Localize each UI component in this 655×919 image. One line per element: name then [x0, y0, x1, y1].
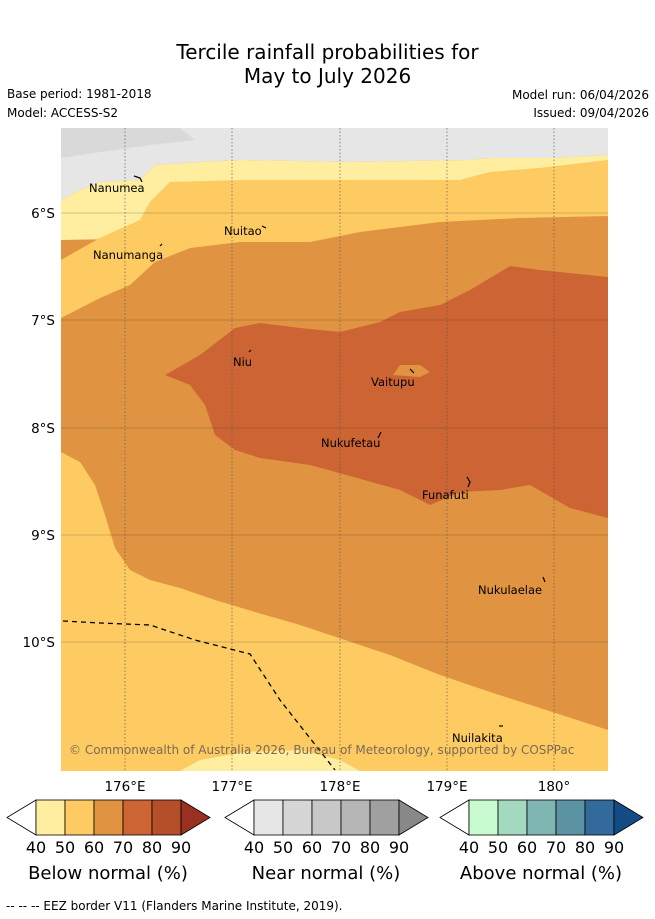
island-funafuti: [466, 476, 471, 488]
above-extend-high: [613, 799, 644, 836]
label-niu: Niu: [233, 355, 252, 369]
below-tick-label: 70: [113, 838, 133, 857]
label-nanumea: Nanumea: [89, 181, 145, 195]
parallels: [61, 212, 608, 643]
near-swatch: [253, 799, 284, 836]
latitude-labels: 6°S 7°S 8°S 9°S 10°S: [23, 206, 56, 651]
label-nukulaelae: Nukulaelae: [478, 583, 542, 597]
chart-title: Tercile rainfall probabilities for May t…: [0, 40, 655, 88]
above-extend-low: [439, 799, 470, 836]
below-swatch: [64, 799, 95, 836]
below-tick-label: 60: [84, 838, 104, 857]
label-nukufetau: Nukufetau: [321, 436, 380, 450]
island-nanumea: [133, 175, 143, 183]
island-niu: [248, 349, 252, 353]
eez-border: [62, 620, 336, 771]
below-tick-label: 50: [55, 838, 75, 857]
label-funafuti: Funafuti: [422, 488, 469, 502]
lat-label-6s: 6°S: [31, 206, 55, 222]
probability-field: [61, 128, 608, 771]
lon-label-176: 176°E: [104, 779, 145, 795]
lon-label-179: 179°E: [426, 779, 467, 795]
below-tick-label: 90: [171, 838, 191, 857]
region-below-50-south: [61, 452, 608, 771]
below-extend-high: [180, 799, 211, 836]
above-tick-label: 40: [459, 838, 479, 857]
near-swatch: [282, 799, 313, 836]
near-tick-label: 40: [244, 838, 264, 857]
below-swatch: [35, 799, 66, 836]
near-normal-label: Near normal (%): [251, 863, 401, 884]
below-swatch: [151, 799, 182, 836]
region-near-50: [61, 128, 195, 158]
graticule: [124, 128, 555, 771]
issued-text: Issued: 09/04/2026: [533, 106, 649, 120]
colorbar-near-normal: 40 50 60 70 80 90: [224, 799, 429, 857]
region-near-40: [61, 128, 608, 200]
below-swatch: [93, 799, 124, 836]
below-normal-label: Below normal (%): [28, 863, 188, 884]
label-nuilakita: Nuilakita: [452, 731, 503, 745]
title-line-1: Tercile rainfall probabilities for: [176, 40, 479, 64]
near-tick-label: 90: [389, 838, 409, 857]
lon-label-178: 178°E: [319, 779, 360, 795]
model-text: Model: ACCESS-S2: [7, 106, 119, 120]
above-swatch: [468, 799, 499, 836]
above-swatch: [555, 799, 586, 836]
lon-label-180: 180°: [538, 779, 571, 795]
place-labels: Nanumea Nuitao Nanumanga Niu Vaitupu Nuk…: [89, 181, 542, 745]
above-tick-label: 70: [546, 838, 566, 857]
near-tick-label: 80: [360, 838, 380, 857]
near-swatch: [311, 799, 342, 836]
island-vaitupu: [409, 368, 415, 374]
island-nuitao: [261, 225, 267, 229]
above-tick-label: 80: [575, 838, 595, 857]
title-line-2: May to July 2026: [243, 64, 412, 88]
below-swatch: [122, 799, 153, 836]
below-extend-low: [6, 799, 37, 836]
longitude-labels: 176°E 177°E 178°E 179°E 180°: [104, 779, 570, 795]
island-nukulaelae: [542, 576, 546, 583]
colorbar-below-normal: 40 50 60 70 80 90: [6, 799, 211, 857]
region-below-70: [165, 266, 608, 518]
near-extend-high: [398, 799, 429, 836]
near-extend-low: [224, 799, 255, 836]
above-normal-label: Above normal (%): [459, 863, 623, 884]
region-below-40-south: [180, 750, 360, 771]
above-tick-label: 50: [488, 838, 508, 857]
model-run-text: Model run: 06/04/2026: [511, 88, 649, 102]
above-swatch: [584, 799, 615, 836]
above-swatch: [497, 799, 528, 836]
near-tick-label: 50: [273, 838, 293, 857]
below-tick-label: 80: [142, 838, 162, 857]
near-swatch: [369, 799, 400, 836]
near-tick-label: 70: [331, 838, 351, 857]
label-nuitao: Nuitao: [224, 224, 262, 238]
eez-legend-text: -- -- -- EEZ border V11 (Flanders Marine…: [6, 899, 343, 913]
label-vaitupu: Vaitupu: [371, 375, 415, 389]
above-tick-label: 90: [604, 838, 624, 857]
islands: [133, 175, 546, 727]
lat-label-7s: 7°S: [31, 313, 55, 329]
near-swatch: [340, 799, 371, 836]
island-nukufetau: [377, 431, 382, 439]
lon-label-177: 177°E: [211, 779, 252, 795]
near-tick-label: 60: [302, 838, 322, 857]
island-nanumanga: [159, 243, 163, 247]
above-tick-label: 60: [517, 838, 537, 857]
region-below-50-north-edge: [61, 160, 608, 265]
label-nanumanga: Nanumanga: [93, 248, 163, 262]
lat-label-10s: 10°S: [23, 635, 56, 651]
lat-label-9s: 9°S: [31, 528, 55, 544]
below-tick-label: 40: [26, 838, 46, 857]
copyright-text: © Commonwealth of Australia 2026, Bureau…: [69, 743, 574, 757]
lat-label-8s: 8°S: [31, 421, 55, 437]
base-period-text: Base period: 1981-2018: [7, 87, 152, 101]
colorbar-above-normal: 40 50 60 70 80 90: [439, 799, 644, 857]
above-swatch: [526, 799, 557, 836]
